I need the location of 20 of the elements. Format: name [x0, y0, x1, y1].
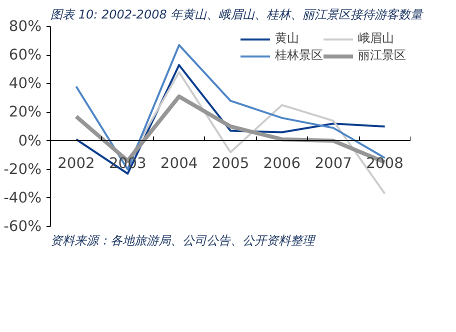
y-tick-label: -20%	[4, 160, 42, 178]
x-tick-label: 2002	[58, 154, 95, 172]
chart-title: 图表 10: 2002-2008 年黄山、峨眉山、桂林、丽江景区接待游客数量	[50, 8, 424, 22]
legend-label: 丽江景区	[358, 47, 406, 64]
text: 资料来源：各地旅游局、公司公告、公开资料整理	[50, 234, 316, 248]
legend-label: 桂林景区	[275, 47, 323, 64]
y-tick-label: 40%	[8, 75, 42, 92]
legend-label: 黄山	[275, 30, 299, 47]
y-tick-label: 60%	[8, 46, 42, 64]
x-tick-label: 2006	[263, 154, 301, 172]
y-tick-label: 0%	[18, 132, 42, 150]
legend-label: 峨眉山	[358, 30, 394, 47]
x-tick-label: 2005	[212, 154, 250, 172]
y-tick-label: -60%	[4, 218, 42, 235]
y-tick-label: 80%	[8, 18, 42, 35]
x-tick-label: 2004	[160, 154, 198, 172]
x-tick-label: 2007	[314, 154, 352, 172]
y-tick-label: -40%	[4, 189, 42, 206]
y-tick-label: 20%	[8, 104, 42, 121]
x-tick-label: 2008	[366, 154, 404, 172]
